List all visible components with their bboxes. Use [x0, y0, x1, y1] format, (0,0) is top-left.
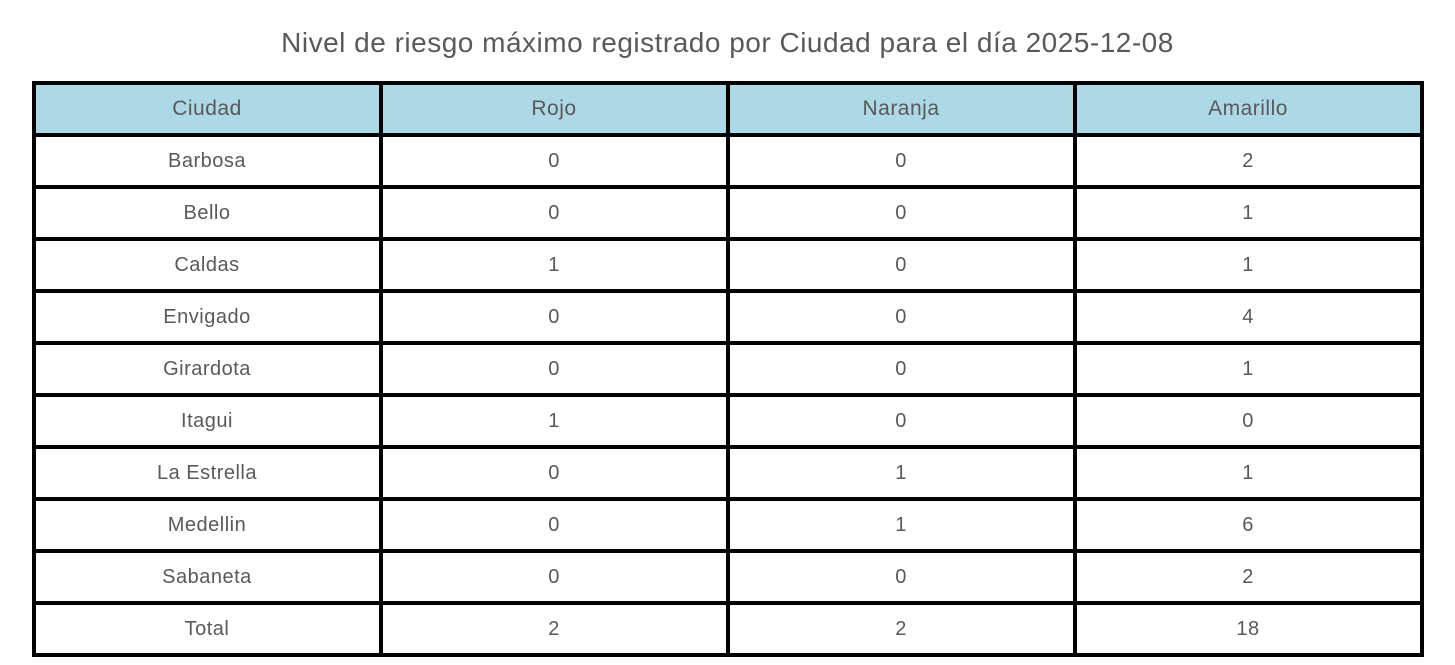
value-cell: 0 [378, 445, 730, 501]
value-cell: 2 [1072, 133, 1424, 189]
page-title: Nivel de riesgo máximo registrado por Ci… [281, 27, 1174, 58]
city-cell: Girardota [31, 341, 383, 397]
value-cell: 0 [725, 133, 1077, 189]
city-cell: Itagui [31, 393, 383, 449]
table-row: Barbosa 0 0 2 [31, 133, 1424, 189]
column-header-ciudad: Ciudad [31, 81, 383, 137]
value-cell: 0 [725, 289, 1077, 345]
value-cell: 0 [725, 341, 1077, 397]
table-row: Medellin 0 1 6 [31, 497, 1424, 553]
table-row: Bello 0 0 1 [31, 185, 1424, 241]
value-cell: 1 [725, 497, 1077, 553]
value-cell: 0 [378, 133, 730, 189]
city-cell: Total [31, 601, 383, 657]
table-body: Barbosa 0 0 2 Bello 0 0 1 Caldas 1 0 1 Envigado 0 0 4 Gi… [31, 133, 1424, 657]
header-row: Ciudad Rojo Naranja Amarillo [31, 81, 1424, 137]
city-cell: Caldas [31, 237, 383, 293]
table-row: La Estrella 0 1 1 [31, 445, 1424, 501]
value-cell: 0 [378, 549, 730, 605]
value-cell: 0 [725, 549, 1077, 605]
value-cell: 4 [1072, 289, 1424, 345]
value-cell: 0 [725, 393, 1077, 449]
table-row: Sabaneta 0 0 2 [31, 549, 1424, 605]
value-cell: 1 [378, 237, 730, 293]
city-cell: La Estrella [31, 445, 383, 501]
value-cell: 1 [725, 445, 1077, 501]
table-row: Itagui 1 0 0 [31, 393, 1424, 449]
city-cell: Sabaneta [31, 549, 383, 605]
table-row: Caldas 1 0 1 [31, 237, 1424, 293]
table-row: Girardota 0 0 1 [31, 341, 1424, 397]
value-cell: 1 [1072, 341, 1424, 397]
table-row: Envigado 0 0 4 [31, 289, 1424, 345]
value-cell: 0 [378, 289, 730, 345]
city-cell: Medellin [31, 497, 383, 553]
risk-table-figure: Nivel de riesgo máximo registrado por Ci… [0, 26, 1455, 665]
value-cell: 2 [378, 601, 730, 657]
column-header-rojo: Rojo [378, 81, 730, 137]
column-header-naranja: Naranja [725, 81, 1077, 137]
value-cell: 0 [725, 185, 1077, 241]
value-cell: 0 [725, 237, 1077, 293]
risk-table: Ciudad Rojo Naranja Amarillo Barbosa 0 0 2 B… [31, 81, 1424, 657]
city-cell: Barbosa [31, 133, 383, 189]
value-cell: 18 [1072, 601, 1424, 657]
value-cell: 0 [378, 341, 730, 397]
value-cell: 6 [1072, 497, 1424, 553]
value-cell: 1 [1072, 445, 1424, 501]
value-cell: 0 [378, 497, 730, 553]
city-cell: Envigado [31, 289, 383, 345]
value-cell: 1 [1072, 237, 1424, 293]
value-cell: 0 [1072, 393, 1424, 449]
value-cell: 0 [378, 185, 730, 241]
value-cell: 1 [1072, 185, 1424, 241]
column-header-amarillo: Amarillo [1072, 81, 1424, 137]
table-row: Total 2 2 18 [31, 601, 1424, 657]
value-cell: 1 [378, 393, 730, 449]
value-cell: 2 [1072, 549, 1424, 605]
value-cell: 2 [725, 601, 1077, 657]
city-cell: Bello [31, 185, 383, 241]
